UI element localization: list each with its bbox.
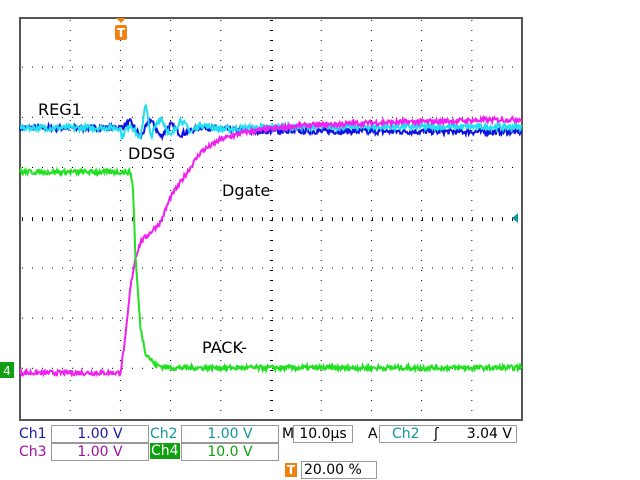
ch2-label[interactable]: Ch2 (150, 426, 178, 442)
trace-label-ddsg: DDSG (128, 144, 176, 163)
ch4-scale[interactable]: 10.0 V (181, 443, 279, 461)
trigger-position-icon: T (285, 463, 297, 477)
timebase-label: M (282, 426, 295, 442)
trigger-level-marker (512, 213, 518, 223)
trigger-level: 3.04 V (466, 426, 512, 442)
ch4-label[interactable]: Ch4 (150, 443, 180, 459)
ch1-scale[interactable]: 1.00 V (51, 425, 149, 443)
trace-label-reg1: REG1 (38, 100, 82, 119)
trigger-settings[interactable]: Ch2 ʃ 3.04 V (379, 425, 517, 443)
trace-pack (19, 166, 523, 375)
graticule (22, 20, 513, 411)
ch1-label[interactable]: Ch1 (19, 426, 47, 442)
graticule-border (19, 17, 523, 421)
ch4-ground-marker: 4 (0, 362, 14, 378)
trigger-label: A (368, 426, 378, 442)
ch2-scale[interactable]: 1.00 V (181, 425, 279, 443)
ch3-scale[interactable]: 1.00 V (51, 443, 149, 461)
trigger-position-marker: T (115, 18, 127, 40)
svg-text:4: 4 (3, 364, 11, 378)
trace-reg1 (19, 116, 523, 142)
trace-dgate (19, 114, 522, 378)
svg-text:T: T (117, 26, 126, 40)
trace-label-dgate: Dgate (222, 181, 271, 200)
trigger-position-value[interactable]: 20.00 % (301, 461, 377, 479)
trigger-source: Ch2 (392, 426, 420, 442)
trace-label-pack: PACK- (202, 338, 248, 357)
timebase-value[interactable]: 10.0µs (293, 425, 353, 443)
ch3-label[interactable]: Ch3 (19, 444, 47, 460)
rising-edge-icon: ʃ (434, 426, 439, 442)
